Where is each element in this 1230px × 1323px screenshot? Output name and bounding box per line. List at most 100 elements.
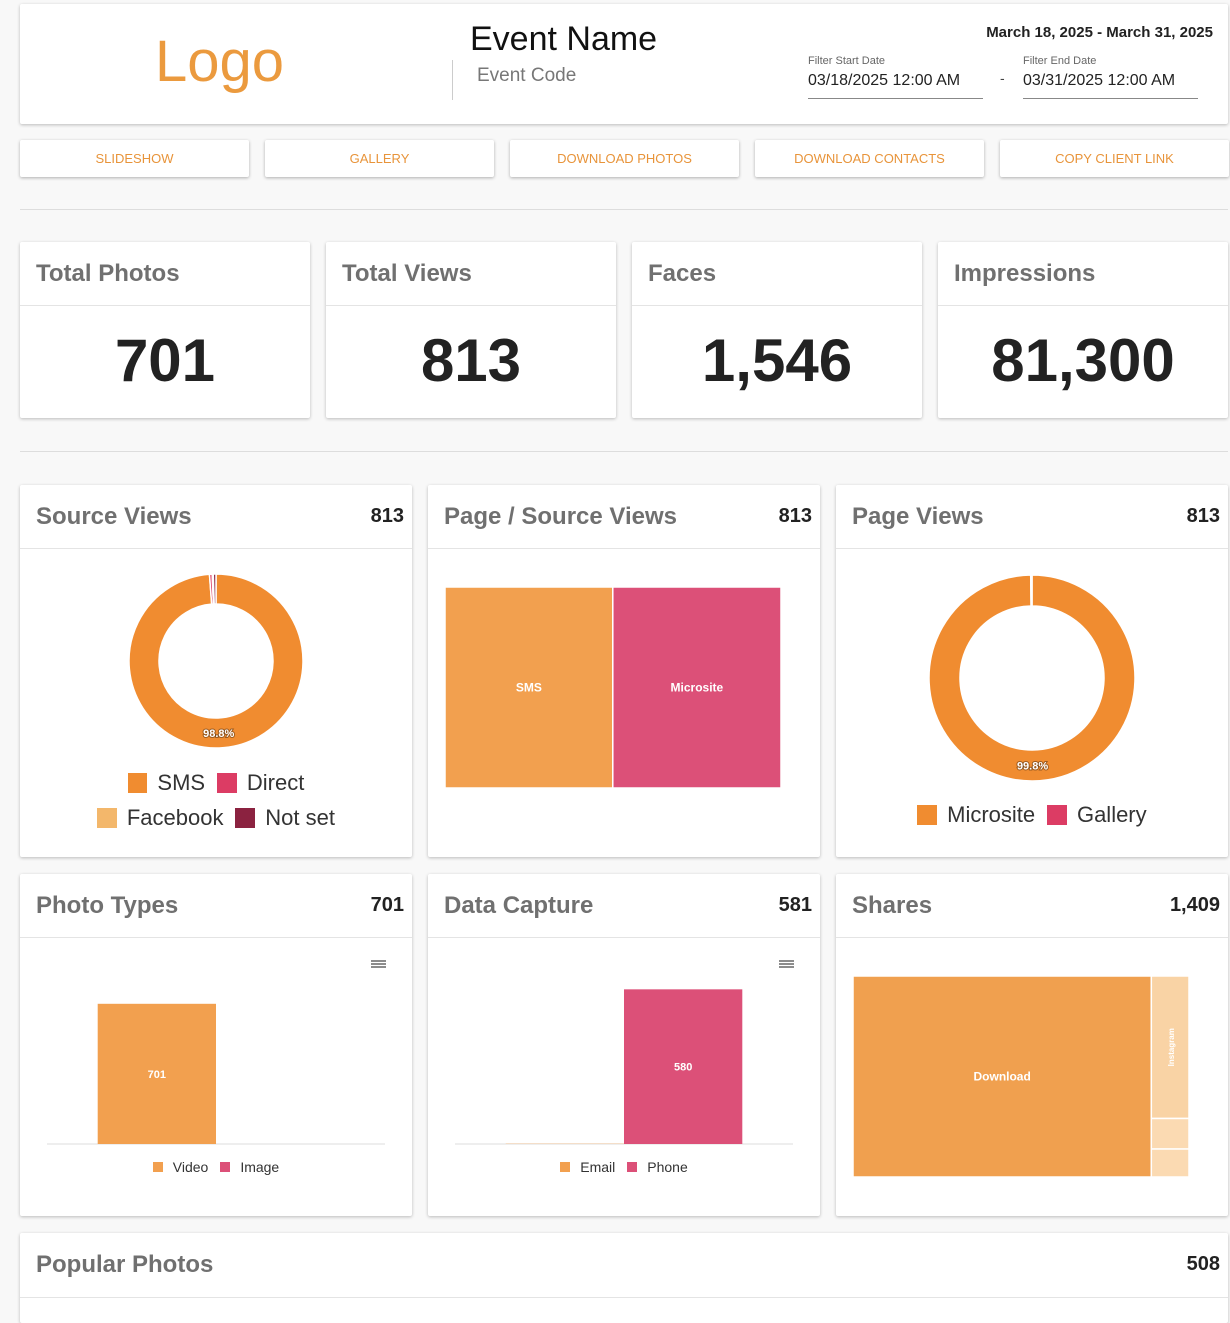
event-name: Event Name [470,20,657,59]
panel-title: Source Views [36,503,192,531]
legend-swatch [627,1162,637,1172]
copy-link-button[interactable]: COPY CLIENT LINK [1000,140,1229,177]
cell-label: Microsite [671,681,724,695]
legend-label: Not set [265,805,335,831]
legend: Video Image [66,1159,366,1175]
cell-label: Instagram [1167,1028,1176,1066]
panel-total: 701 [371,894,404,917]
chart-panel: Page Views 813 99.8% Microsite Gallery [836,485,1228,857]
header: Logo Event Name Event Code March 18, 202… [20,4,1228,124]
legend: Email Phone [474,1159,774,1175]
panel-total: 581 [779,894,812,917]
legend-item: Not set [235,805,335,831]
start-input[interactable]: 03/18/2025 12:00 AM [808,72,983,99]
legend-item: Phone [627,1159,687,1175]
panel-header: Page Views 813 [836,485,1228,549]
gallery-button[interactable]: GALLERY [265,140,494,177]
divider [20,209,1228,210]
stat-card: Impressions 81,300 [938,242,1228,418]
data-label: 580 [674,1062,692,1074]
start-label: Filter Start Date [808,55,885,67]
panel-total: 813 [371,505,404,528]
legend-label: Email [580,1159,615,1175]
legend-item: Email [560,1159,615,1175]
event-code: Event Code [477,65,576,87]
panel-header: Data Capture 581 [428,874,820,938]
divider [452,60,453,100]
separator: - [1000,70,1005,86]
panel-total: 813 [779,505,812,528]
data-label: 701 [148,1069,166,1081]
legend-item: Direct [217,770,304,796]
legend-label: Microsite [947,802,1035,828]
cell-label: Download [973,1070,1030,1084]
download-contacts-button[interactable]: DOWNLOAD CONTACTS [755,140,984,177]
panel-total: 813 [1187,505,1220,528]
popular-photos: Popular Photos 508 [20,1233,1228,1323]
legend-label: Gallery [1077,802,1147,828]
legend-swatch [235,808,255,828]
panel-title: Page Views [852,503,984,531]
panel-total: 508 [1187,1253,1220,1276]
legend-label: Image [240,1159,279,1175]
legend-item: Facebook [97,805,223,831]
donut-slice [1031,575,1032,606]
treemap-cell [1151,1118,1189,1149]
stat-label: Total Views [342,260,472,288]
panel-title: Data Capture [444,892,593,920]
legend-swatch [217,773,237,793]
donut-slice [213,574,216,604]
panel-title: Popular Photos [36,1251,213,1279]
chart: Download Instagram [836,938,1228,1216]
legend-item: Image [220,1159,279,1175]
panel-header: Shares 1,409 [836,874,1228,938]
legend-label: Phone [647,1159,687,1175]
legend-item: Gallery [1047,802,1146,828]
stat-label: Faces [648,260,716,288]
stat-label: Impressions [954,260,1095,288]
panel-header: Page / Source Views 813 [428,485,820,549]
legend-label: SMS [157,770,205,796]
stat-value: 1,546 [632,326,922,395]
legend-item: Video [153,1159,209,1175]
legend-swatch [220,1162,230,1172]
legend-swatch [97,808,117,828]
treemap-cell [1151,1149,1189,1177]
legend-item: SMS [128,770,205,796]
legend-swatch [128,773,148,793]
panel-total: 1,409 [1170,894,1220,917]
end-label: Filter End Date [1023,55,1096,67]
panel-title: Page / Source Views [444,503,677,531]
legend-label: Direct [247,770,304,796]
stat-card: Total Views 813 [326,242,616,418]
stat-value: 81,300 [938,326,1228,395]
date-range: March 18, 2025 - March 31, 2025 [986,24,1213,41]
panel-header: Source Views 813 [20,485,412,549]
divider [20,451,1228,452]
cell-label: SMS [516,681,542,695]
data-label: 99.8% [1017,760,1048,772]
chart-panel: Page / Source Views 813 SMS Microsite [428,485,820,857]
chart: SMS Microsite [428,549,820,857]
chart-panel: Data Capture 581 580 Email Phone [428,874,820,1216]
legend-swatch [153,1162,163,1172]
download-photos-button[interactable]: DOWNLOAD PHOTOS [510,140,739,177]
end-input[interactable]: 03/31/2025 12:00 AM [1023,72,1198,99]
slideshow-button[interactable]: SLIDESHOW [20,140,249,177]
panel-title: Shares [852,892,932,920]
legend-swatch [1047,805,1067,825]
stat-value: 813 [326,326,616,395]
legend: Microsite Gallery [892,802,1172,828]
chart-panel: Shares 1,409 Download Instagram [836,874,1228,1216]
legend-swatch [560,1162,570,1172]
legend-item: Microsite [917,802,1035,828]
logo: Logo [155,28,284,95]
stat-label: Total Photos [36,260,180,288]
legend-swatch [917,805,937,825]
stat-card: Faces 1,546 [632,242,922,418]
data-label: 98.8% [203,728,234,740]
